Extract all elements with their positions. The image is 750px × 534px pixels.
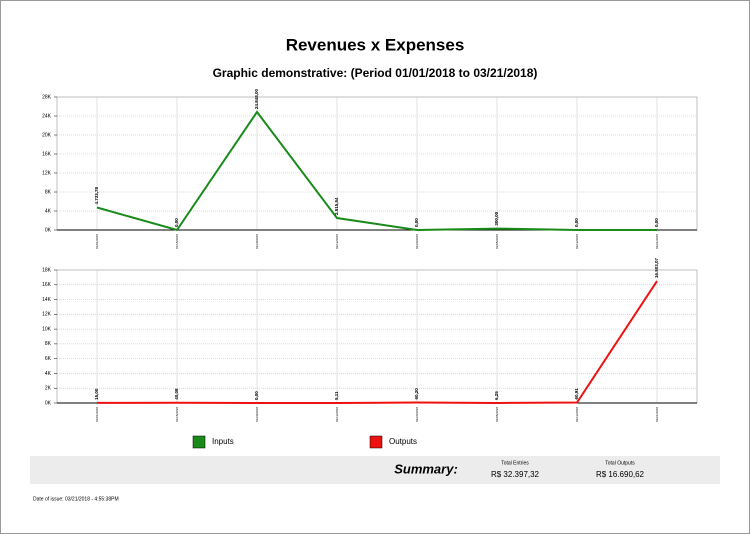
x-tick-label: 02/12/2018: [335, 234, 339, 249]
issue-date: Date of issue: 03/21/2018 - 4:55:38PM: [33, 496, 119, 502]
y-tick-label: 0K: [45, 227, 52, 233]
data-label: 60,20: [414, 388, 419, 400]
x-tick-label: 03/05/2018: [495, 407, 499, 422]
x-tick-label: 02/26/2018: [415, 407, 419, 422]
y-tick-label: 16K: [42, 151, 52, 157]
y-tick-label: 8K: [45, 341, 52, 347]
x-tick-label: 01/29/2018: [255, 407, 259, 422]
x-tick-label: 03/21/2018: [655, 407, 659, 422]
data-label: 24.848,00: [254, 88, 259, 109]
data-label: 300,00: [494, 211, 499, 225]
data-label: 0,00: [574, 218, 579, 227]
x-tick-label: 01/01/2018: [95, 234, 99, 249]
summary-band: [30, 456, 720, 484]
x-tick-label: 03/12/2018: [575, 407, 579, 422]
legend-label: Inputs: [212, 437, 234, 446]
y-tick-label: 28K: [42, 94, 52, 100]
data-label: 0,00: [174, 218, 179, 227]
data-label: 0,00: [414, 218, 419, 227]
y-tick-label: 2K: [45, 386, 52, 392]
subtitle: Graphic demonstrative: (Period 01/01/201…: [213, 66, 538, 80]
y-tick-label: 18K: [42, 267, 52, 273]
summary-label: Summary:: [394, 461, 458, 476]
x-tick-label: 01/15/2018: [175, 234, 179, 249]
y-tick-label: 0K: [45, 400, 52, 406]
x-tick-label: 03/12/2018: [575, 234, 579, 249]
data-label: 16.503,07: [654, 258, 659, 279]
y-tick-label: 8K: [45, 189, 52, 195]
x-tick-label: 01/15/2018: [175, 407, 179, 422]
x-tick-label: 02/26/2018: [415, 234, 419, 249]
y-tick-label: 4K: [45, 371, 52, 377]
y-tick-label: 6K: [45, 356, 52, 362]
legend-swatch: [369, 435, 383, 449]
y-tick-label: 16K: [42, 282, 52, 288]
entries-label: Total Entries: [501, 460, 529, 466]
y-tick-label: 10K: [42, 326, 52, 332]
line-series: [96, 280, 658, 405]
data-label: 5,11: [334, 391, 339, 400]
data-label: 2.515,54: [334, 197, 339, 215]
y-tick-label: 12K: [42, 312, 52, 318]
outputs-value: R$ 16.690,62: [596, 470, 645, 479]
plot-area: [56, 96, 698, 231]
data-label: 60,91: [574, 388, 579, 400]
data-label: 40,08: [174, 388, 179, 400]
data-label: 4.733,78: [94, 187, 99, 205]
y-tick-label: 14K: [42, 297, 52, 303]
line-series: [96, 110, 657, 232]
entries-value: R$ 32.397,32: [491, 470, 540, 479]
data-label: 6,25: [494, 391, 499, 400]
x-tick-label: 01/29/2018: [255, 234, 259, 249]
y-tick-label: 4K: [45, 208, 52, 214]
legend-label: Outputs: [389, 437, 417, 446]
data-label: 0,00: [254, 391, 259, 400]
plot-area: [56, 269, 698, 404]
y-tick-label: 24K: [42, 113, 52, 119]
legend-swatch: [192, 435, 206, 449]
x-tick-label: 02/12/2018: [335, 407, 339, 422]
x-tick-label: 03/05/2018: [495, 234, 499, 249]
data-label: 15,00: [94, 388, 99, 400]
title: Revenues x Expenses: [286, 35, 465, 54]
y-tick-label: 12K: [42, 170, 52, 176]
y-tick-label: 20K: [42, 132, 52, 138]
x-tick-label: 03/21/2018: [655, 234, 659, 249]
x-tick-label: 01/01/2018: [95, 407, 99, 422]
data-label: 0,00: [654, 218, 659, 227]
outputs-label: Total Outputs: [605, 460, 635, 466]
